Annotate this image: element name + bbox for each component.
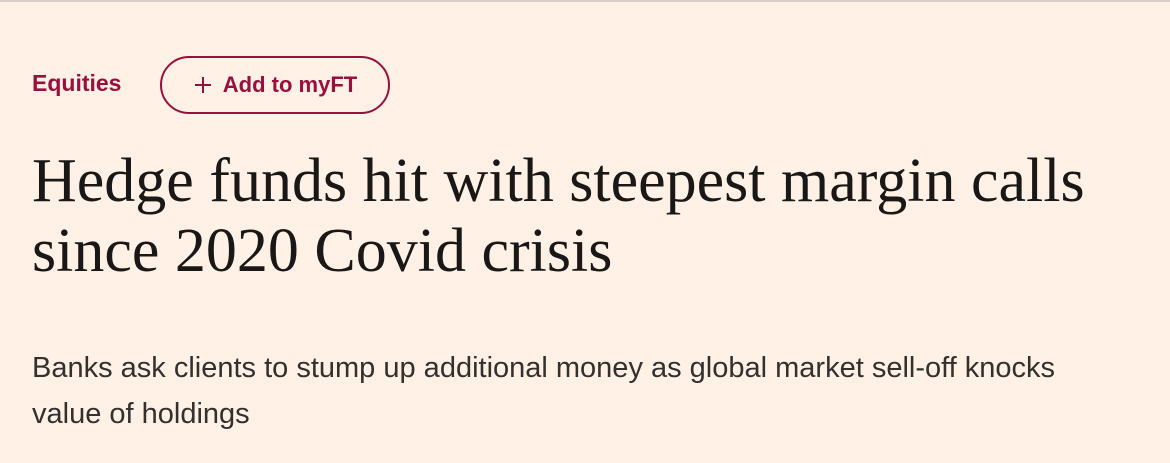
section-tag[interactable]: Equities <box>32 70 122 96</box>
top-border <box>0 0 1170 2</box>
button-label: Add to myFT <box>222 72 358 97</box>
plus-icon <box>194 77 211 93</box>
standfirst: Banks ask clients to stump up additional… <box>32 352 1056 430</box>
add-to-myft-button[interactable]: Add to myFT <box>160 56 390 114</box>
headline: Hedge funds hit with steepest margin cal… <box>32 147 1085 285</box>
